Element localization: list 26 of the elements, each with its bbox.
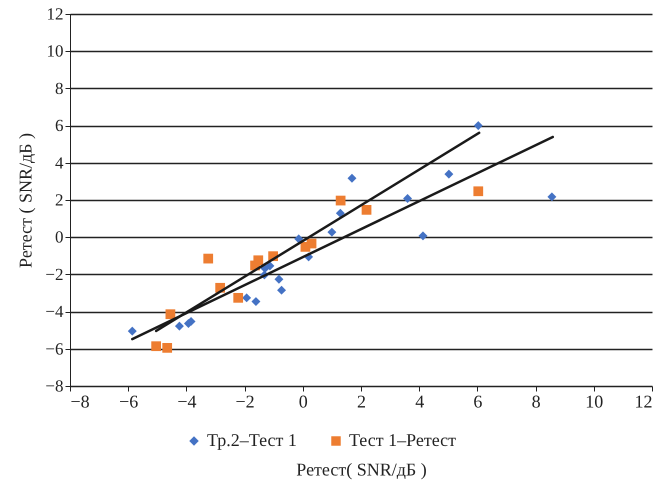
x-axis-title: Ретест( SNR/дБ ): [296, 460, 427, 480]
x-tick-label: 10: [585, 392, 604, 412]
y-tick-label: −2: [45, 264, 64, 284]
y-tick-label: 12: [46, 4, 64, 24]
y-tick-label: −8: [45, 376, 64, 396]
legend-label: Тр.2–Тест 1: [207, 430, 297, 450]
y-tick-label: 0: [55, 228, 64, 247]
y-tick-label: 6: [55, 116, 64, 136]
x-tick-label: −8: [70, 392, 90, 412]
x-tick-label: 6: [473, 392, 482, 412]
x-tick-label: 8: [532, 392, 541, 412]
legend-label: Тест 1–Ретест: [349, 430, 456, 450]
x-tick-label: 0: [298, 392, 308, 412]
y-tick-label: 4: [55, 153, 64, 172]
y-axis-title: Ретест ( SNR/дБ ): [15, 133, 36, 268]
y-tick-label: 8: [55, 78, 64, 98]
y-tick-label: −6: [45, 339, 64, 358]
y-tick-label: 2: [55, 190, 64, 210]
y-tick-label: −4: [45, 302, 64, 322]
x-tick-label: −6: [119, 392, 138, 412]
x-tick-label: 2: [357, 392, 366, 412]
x-tick-label: −4: [177, 392, 196, 412]
x-tick-label: 12: [634, 392, 652, 412]
y-tick-label: 10: [46, 42, 64, 61]
x-tick-label: 4: [415, 392, 424, 412]
x-tick-label: −2: [236, 392, 255, 412]
